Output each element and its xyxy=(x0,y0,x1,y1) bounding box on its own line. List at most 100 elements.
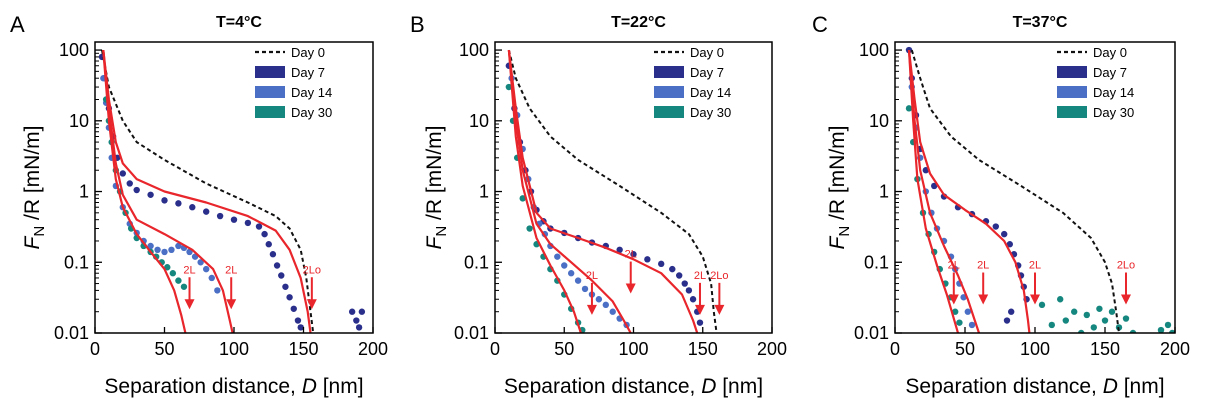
legend: Day 0 Day 7 Day 14 Day 30 xyxy=(255,45,332,120)
data-point xyxy=(609,308,616,315)
data-point xyxy=(255,223,263,230)
data-point xyxy=(203,208,210,215)
data-point xyxy=(147,242,154,250)
data-point xyxy=(676,272,683,279)
data-point xyxy=(133,186,140,194)
data-point xyxy=(905,46,913,54)
arrow-label: 2L xyxy=(625,249,637,261)
y-tick-label: 100 xyxy=(59,40,89,60)
marker-arrow: 2L xyxy=(625,249,637,294)
y-axis-label: FN /R [mN/m] xyxy=(21,126,48,250)
data-point xyxy=(567,270,575,277)
data-point xyxy=(164,264,171,271)
data-point xyxy=(526,225,533,232)
legend-item: Day 14 xyxy=(654,85,731,100)
data-point xyxy=(214,287,221,294)
series-day-30 xyxy=(505,83,586,333)
data-point xyxy=(297,324,304,331)
legend-label: Day 7 xyxy=(291,65,325,80)
arrow-label: 2L xyxy=(183,264,195,276)
legend-label: Day 0 xyxy=(690,45,724,60)
data-point xyxy=(561,262,568,269)
panel-title: T=37°C xyxy=(1013,14,1068,31)
x-tick-label: 100 xyxy=(219,339,249,359)
arrow-label: 2L xyxy=(225,264,237,276)
data-point xyxy=(294,317,302,324)
x-tick-label: 150 xyxy=(1090,339,1120,359)
x-tick-label: 150 xyxy=(688,339,718,359)
fit-curve xyxy=(507,49,699,333)
arrow-head xyxy=(586,304,597,315)
data-point xyxy=(669,265,676,273)
data-point xyxy=(1083,311,1091,319)
y-tick-label: 1 xyxy=(79,182,89,202)
x-tick-label: 50 xyxy=(955,339,975,359)
data-point xyxy=(681,280,688,287)
fit-curve xyxy=(102,49,234,333)
data-point xyxy=(992,223,999,230)
legend-swatch xyxy=(654,106,684,118)
data-point xyxy=(630,251,637,258)
x-axis-label: Separation distance, D [nm] xyxy=(104,375,363,398)
arrow-label: 2L xyxy=(694,270,706,282)
y-tick-label: 100 xyxy=(859,40,889,60)
series-day-0-line xyxy=(101,49,315,333)
legend-label: Day 30 xyxy=(690,105,731,120)
arrow-head xyxy=(306,299,317,310)
legend-item: Day 7 xyxy=(1057,65,1127,80)
data-point xyxy=(1122,315,1130,322)
legend-label: Day 14 xyxy=(291,85,332,100)
marker-arrow: 2L xyxy=(694,270,706,315)
legend-swatch xyxy=(255,86,285,98)
data-point xyxy=(175,200,182,207)
data-point xyxy=(1096,305,1103,312)
x-tick-label: 100 xyxy=(618,339,648,359)
fit-curve xyxy=(907,49,1031,333)
data-point xyxy=(952,308,959,315)
legend-label: Day 30 xyxy=(1093,105,1134,120)
data-point xyxy=(1008,308,1015,315)
series-day-30 xyxy=(905,105,1175,333)
data-point xyxy=(1090,324,1098,331)
panel-letter: C xyxy=(812,12,828,37)
data-point xyxy=(968,321,976,329)
data-point xyxy=(685,287,693,294)
arrow-head xyxy=(625,283,636,294)
data-point xyxy=(282,283,289,290)
y-tick-label: 1 xyxy=(479,182,489,202)
y-tick-label: 10 xyxy=(69,111,89,131)
x-tick-label: 0 xyxy=(490,339,500,359)
legend-label: Day 30 xyxy=(291,105,332,120)
data-point xyxy=(208,274,215,282)
marker-arrow: 2Lo xyxy=(710,270,729,315)
legend-item: Day 30 xyxy=(654,105,731,120)
data-point xyxy=(616,246,623,254)
y-tick-label: 10 xyxy=(869,111,889,131)
y-tick-label: 0.01 xyxy=(854,323,889,343)
data-point xyxy=(658,260,665,268)
fit-curve xyxy=(102,50,187,333)
data-point xyxy=(1071,308,1078,315)
fit-curve xyxy=(507,49,632,333)
data-point xyxy=(519,195,526,202)
data-point xyxy=(154,246,161,254)
y-axis-label: FN /R [mN/m] xyxy=(826,126,853,250)
legend-label: Day 14 xyxy=(690,85,731,100)
fit-curve xyxy=(907,50,960,333)
legend: Day 0 Day 7 Day 14 Day 30 xyxy=(654,45,731,120)
data-point xyxy=(273,262,281,269)
legend-label: Day 0 xyxy=(1093,45,1127,60)
x-axis-label: Separation distance, D [nm] xyxy=(504,375,763,398)
data-point xyxy=(1038,301,1046,309)
data-point xyxy=(189,204,196,211)
data-point xyxy=(696,319,704,326)
legend-item: Day 7 xyxy=(654,65,724,80)
arrow-head xyxy=(184,299,195,310)
data-point xyxy=(1003,317,1011,324)
panel-title: T=4°C xyxy=(216,14,262,31)
legend-item: Day 0 xyxy=(1057,45,1127,60)
data-point xyxy=(230,216,238,223)
data-point xyxy=(644,256,651,263)
marker-arrow: 2L xyxy=(586,270,598,315)
